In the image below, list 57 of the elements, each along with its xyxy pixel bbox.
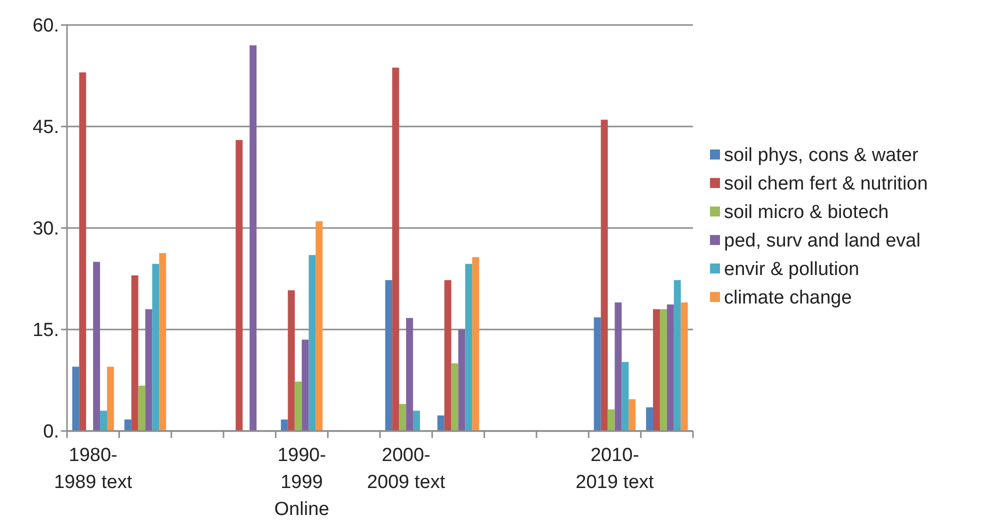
y-tick-label: 15. xyxy=(32,320,59,342)
y-tick-label: 0. xyxy=(43,422,59,443)
y-tick-label: 30. xyxy=(32,218,59,240)
bar xyxy=(465,264,472,431)
bar xyxy=(646,407,654,431)
bar xyxy=(308,255,316,431)
bar xyxy=(472,257,480,431)
bar xyxy=(392,68,400,431)
bar xyxy=(666,304,674,431)
y-tick-label: 60. xyxy=(32,16,59,37)
legend-label: soil micro & biotech xyxy=(724,202,889,224)
y-tick-label: 45. xyxy=(32,117,59,138)
x-tick-label: 1980-1989 text xyxy=(54,445,133,493)
bar xyxy=(294,382,302,431)
bar xyxy=(250,45,257,431)
bar xyxy=(444,280,452,431)
bar xyxy=(628,399,636,431)
legend-label: soil chem fert & nutrition xyxy=(724,174,928,195)
bar xyxy=(680,302,688,431)
bar xyxy=(458,330,466,431)
legend-label: envir & pollution xyxy=(724,259,860,280)
bar xyxy=(614,302,622,431)
bar xyxy=(138,386,146,431)
x-tick-label: 2000-2009 text xyxy=(366,445,446,493)
bar xyxy=(594,317,601,431)
bar xyxy=(106,366,114,431)
bar xyxy=(152,264,160,431)
x-tick-label: 1990-1999 Online xyxy=(274,445,330,520)
legend-label: climate change xyxy=(724,288,852,309)
bar xyxy=(145,309,152,431)
bar xyxy=(608,409,615,431)
bar xyxy=(159,253,166,431)
bar xyxy=(72,366,80,431)
x-tick-label: 2010-2019 text xyxy=(576,445,655,493)
bar xyxy=(131,275,138,431)
bar xyxy=(600,120,608,431)
bar xyxy=(280,419,288,431)
bar xyxy=(653,309,660,431)
bar xyxy=(385,280,392,431)
bar xyxy=(124,419,132,431)
bar xyxy=(437,415,444,431)
bar xyxy=(413,410,420,431)
bar xyxy=(399,404,406,431)
legend-label: soil phys, cons & water xyxy=(724,145,919,166)
bar xyxy=(674,280,681,431)
legend-label: ped, surv and land eval xyxy=(724,230,920,252)
bar xyxy=(622,362,629,431)
bar xyxy=(79,72,86,431)
bar xyxy=(100,410,107,431)
bar xyxy=(93,262,100,431)
bar xyxy=(406,318,414,431)
bar xyxy=(302,340,309,431)
bar xyxy=(288,290,295,431)
bar xyxy=(451,363,458,431)
bar xyxy=(316,221,323,431)
bar xyxy=(236,140,243,431)
bar xyxy=(660,309,667,431)
